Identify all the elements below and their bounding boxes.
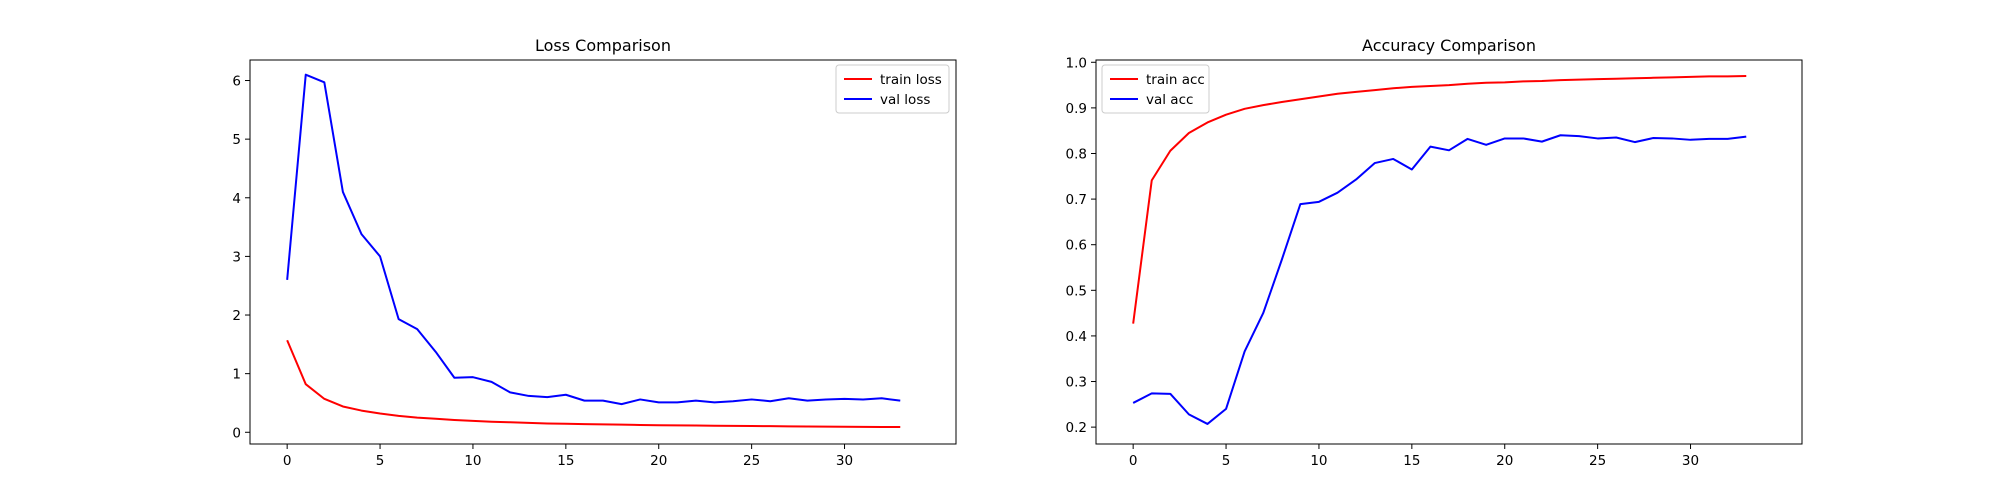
- y-tick-label: 1: [232, 367, 241, 383]
- legend-label: val acc: [1146, 92, 1193, 108]
- y-tick-label: 5: [232, 132, 241, 148]
- x-tick-label: 10: [1310, 453, 1327, 469]
- y-tick-label: 3: [232, 249, 241, 265]
- loss-chart: Loss Comparison 0 5 10 15 20 25 30 0 1 2 3 4 5 6 train …: [232, 36, 957, 469]
- legend-label: val loss: [880, 92, 930, 108]
- series-line-val-acc: [1132, 134, 1747, 425]
- x-tick-label: 5: [1222, 453, 1231, 469]
- y-tick-label: 2: [232, 308, 241, 324]
- y-tick-label: 0.3: [1066, 375, 1087, 391]
- y-tick-label: 0.5: [1066, 283, 1087, 299]
- x-tick-label: 10: [464, 453, 481, 469]
- x-tick-label: 5: [376, 453, 385, 469]
- x-tick-label: 30: [836, 453, 853, 469]
- legend: train acc val acc: [1101, 64, 1210, 114]
- y-tick-label: 0.2: [1066, 420, 1087, 436]
- y-tick-label: 0.6: [1066, 238, 1087, 254]
- plot-frame: [249, 59, 957, 445]
- x-tick-label: 30: [1682, 453, 1699, 469]
- y-tick-label: 0.8: [1066, 146, 1087, 162]
- y-tick-label: 0.9: [1066, 101, 1087, 117]
- x-tick-label: 15: [557, 453, 574, 469]
- y-tick-label: 6: [232, 74, 241, 90]
- y-tick-label: 0.4: [1066, 329, 1087, 345]
- series-line-val-loss: [286, 73, 901, 406]
- legend-box: [1101, 64, 1210, 114]
- accuracy-chart: Accuracy Comparison 0 5 10 15 20 25 30 0.2 0.3 0.4…: [1066, 36, 1803, 469]
- x-tick-label: 0: [283, 453, 292, 469]
- x-tick-label: 25: [1589, 453, 1606, 469]
- legend-box: [835, 64, 950, 114]
- plot-frame: [1095, 59, 1803, 445]
- series-line-train-loss: [286, 339, 901, 429]
- series-line-train-acc: [1132, 74, 1747, 324]
- legend-label: train acc: [1146, 72, 1205, 88]
- y-tick-label: 1.0: [1066, 55, 1087, 71]
- legend-label: train loss: [880, 72, 942, 88]
- chart-title: Loss Comparison: [535, 36, 671, 55]
- y-tick-label: 0.7: [1066, 192, 1087, 208]
- legend: train loss val loss: [835, 64, 950, 114]
- x-tick-label: 15: [1403, 453, 1420, 469]
- x-tick-label: 25: [743, 453, 760, 469]
- x-tick-label: 0: [1129, 453, 1138, 469]
- y-tick-label: 4: [232, 191, 241, 207]
- chart-title: Accuracy Comparison: [1362, 36, 1536, 55]
- y-tick-label: 0: [232, 425, 241, 441]
- x-tick-label: 20: [650, 453, 667, 469]
- x-tick-label: 20: [1496, 453, 1513, 469]
